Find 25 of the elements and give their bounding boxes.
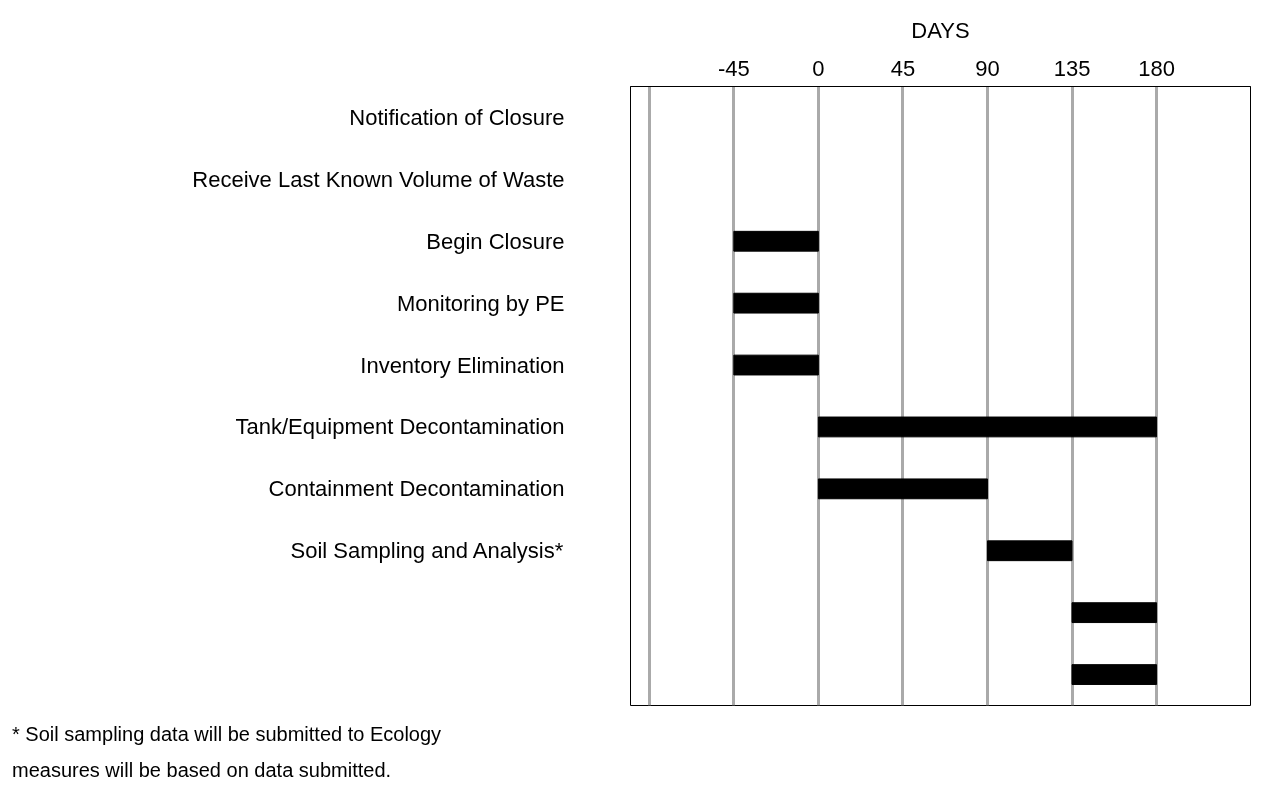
bar [1071, 602, 1158, 624]
y-tick-label: Inventory Elimination [360, 352, 565, 378]
bar [986, 540, 1073, 562]
x-tick-label: -45 [717, 55, 750, 81]
text: * Soil sampling data will be submitted to Ecology [12, 722, 442, 747]
x-tick-label: 0 [812, 55, 825, 81]
y-tick-label: Begin Closure [426, 228, 565, 254]
y-tick-label: Monitoring by PE [396, 290, 565, 316]
bar [817, 478, 988, 500]
bar [733, 230, 819, 252]
x-tick-label: 90 [975, 55, 1000, 81]
bar [733, 292, 819, 314]
x-tick-label: 180 [1138, 55, 1175, 81]
chart-title: DAYS [911, 17, 970, 43]
text: measures will be based on data submitted. [12, 758, 392, 783]
y-tick-label: Soil Sampling and Analysis* [290, 538, 564, 564]
bar [733, 354, 819, 376]
bar [817, 416, 1158, 438]
y-tick-label: Notification of Closure [349, 104, 565, 130]
x-tick-label: 45 [890, 55, 916, 81]
x-tick-label: 135 [1053, 55, 1091, 81]
y-tick-label: Containment Decontamination [268, 476, 565, 502]
y-tick-label: Tank/Equipment Decontamination [235, 414, 565, 440]
bar [1071, 664, 1158, 685]
y-tick-label: Receive Last Known Volume of Waste [192, 166, 565, 192]
